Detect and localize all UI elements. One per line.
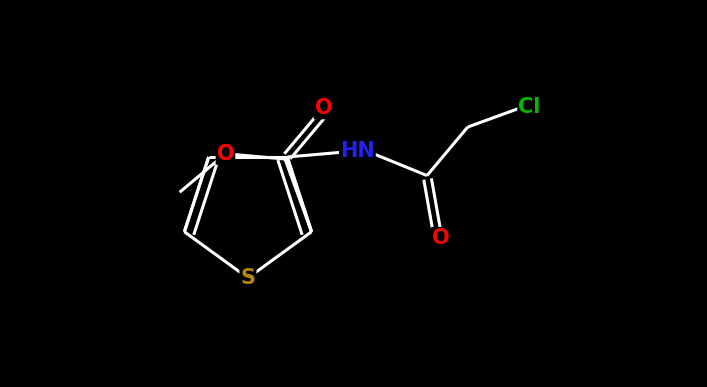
Text: O: O bbox=[216, 144, 234, 164]
Text: HN: HN bbox=[340, 142, 375, 161]
Text: S: S bbox=[240, 268, 255, 288]
Text: Cl: Cl bbox=[518, 97, 541, 116]
Text: O: O bbox=[432, 228, 450, 248]
Text: O: O bbox=[315, 98, 332, 118]
